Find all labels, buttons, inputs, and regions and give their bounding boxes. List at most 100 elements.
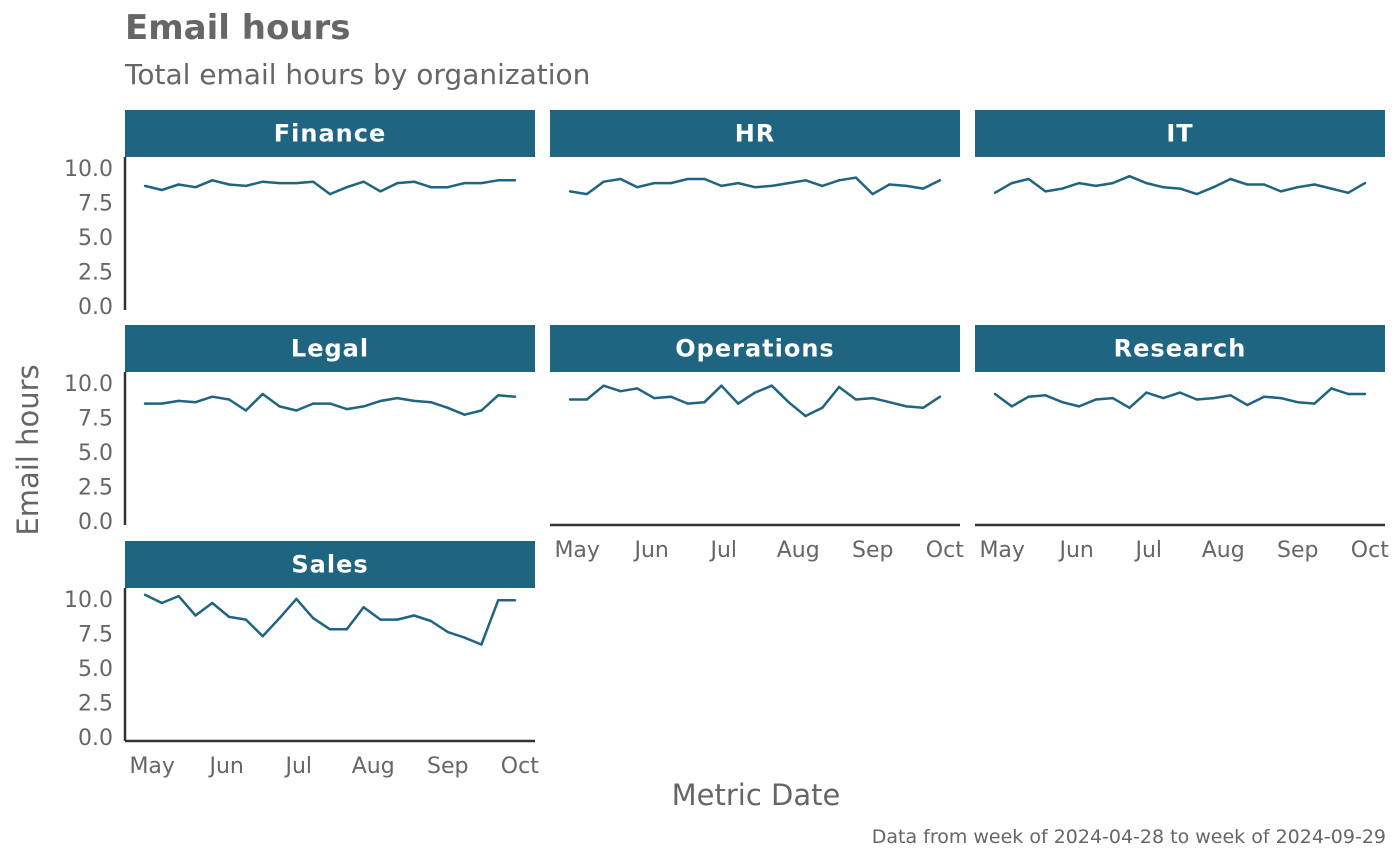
data-point <box>1010 181 1013 185</box>
y-tick-label: 10.0 <box>64 588 113 613</box>
y-tick-label: 5.0 <box>78 657 113 682</box>
data-point <box>686 177 689 181</box>
x-tick-label: Oct <box>926 538 964 563</box>
facet-panel-finance: Finance 0.0 2.5 5.0 7.5 10.0 <box>64 110 535 320</box>
data-point <box>585 192 588 196</box>
facet-panel-it: IT <box>975 110 1385 196</box>
data-point <box>568 398 572 401</box>
x-tick-label: Oct <box>501 754 539 779</box>
data-point <box>446 630 449 634</box>
data-point <box>412 614 416 617</box>
data-point <box>652 181 656 185</box>
data-point <box>1246 403 1249 407</box>
data-point <box>602 180 605 183</box>
data-point <box>669 395 673 398</box>
data-point <box>227 183 231 186</box>
data-point <box>312 617 315 620</box>
data-point <box>160 188 163 192</box>
data-point <box>737 181 740 185</box>
facet-strip-label: Legal <box>291 335 369 363</box>
data-point <box>871 396 874 400</box>
data-point <box>244 618 248 621</box>
data-point <box>770 384 773 387</box>
data-point <box>177 183 180 186</box>
y-tick-label: 2.5 <box>78 691 113 716</box>
series-line-finance <box>144 179 515 196</box>
data-point <box>1229 394 1232 397</box>
data-point <box>1077 405 1081 408</box>
series-line-operations <box>570 384 941 418</box>
x-tick-label: Sep <box>852 538 893 563</box>
data-point <box>703 401 706 404</box>
data-point <box>513 599 517 602</box>
data-point <box>568 190 572 193</box>
data-point <box>703 177 706 181</box>
x-tick-label: Aug <box>777 538 820 563</box>
data-point <box>396 618 399 621</box>
data-point <box>1195 398 1199 401</box>
data-point <box>753 186 757 189</box>
data-point <box>1010 405 1013 408</box>
data-point <box>513 179 517 182</box>
facet-strip-label: Finance <box>274 120 387 148</box>
data-point <box>379 618 382 621</box>
facet-strip <box>550 325 960 372</box>
data-point <box>328 192 332 196</box>
data-point <box>1061 401 1064 404</box>
data-point <box>922 187 925 190</box>
data-point <box>328 402 332 405</box>
data-point <box>497 599 500 602</box>
data-point <box>905 405 908 408</box>
data-point <box>194 186 197 189</box>
data-point <box>821 406 824 409</box>
y-tick-label: 10.0 <box>64 372 113 397</box>
data-point <box>362 606 365 609</box>
data-point <box>412 180 416 183</box>
data-point <box>636 186 639 189</box>
data-point <box>1262 183 1266 186</box>
facet-strip <box>125 325 535 372</box>
data-point <box>652 396 656 400</box>
series-line-it <box>994 174 1366 196</box>
data-point <box>1128 406 1131 409</box>
data-point <box>244 184 248 188</box>
data-point <box>770 184 773 188</box>
data-point <box>194 401 197 404</box>
data-point <box>1212 186 1215 189</box>
series-line-sales <box>144 593 515 646</box>
data-point <box>720 184 723 188</box>
data-point <box>480 181 483 185</box>
data-point <box>804 414 807 418</box>
data-point <box>1313 402 1316 405</box>
data-point <box>938 179 942 182</box>
data-point <box>295 409 298 412</box>
data-point <box>1313 183 1316 186</box>
data-point <box>312 402 315 405</box>
data-point <box>429 401 433 404</box>
data-point <box>1145 181 1148 185</box>
data-point <box>177 399 180 403</box>
data-point <box>446 186 449 189</box>
facet-strip <box>975 325 1385 372</box>
data-point <box>888 183 891 186</box>
data-point <box>396 396 399 400</box>
data-point <box>1347 191 1350 194</box>
data-point <box>429 619 433 623</box>
data-point <box>1027 395 1030 398</box>
data-point <box>821 184 824 188</box>
y-tick-label: 5.0 <box>78 226 113 251</box>
data-point <box>938 395 942 398</box>
data-point <box>463 181 466 185</box>
data-point <box>619 177 622 181</box>
facet-panel-operations: Operations May Jun Jul Aug Sep Oct <box>550 325 964 563</box>
facet-strip-label: Operations <box>675 335 834 363</box>
data-point <box>993 392 997 396</box>
facet-strip <box>550 110 960 157</box>
data-point <box>261 635 264 638</box>
x-tick-label: Jul <box>1133 538 1162 563</box>
data-point <box>513 395 517 398</box>
data-point <box>211 179 214 182</box>
data-point <box>1363 181 1367 185</box>
data-point <box>854 398 858 401</box>
